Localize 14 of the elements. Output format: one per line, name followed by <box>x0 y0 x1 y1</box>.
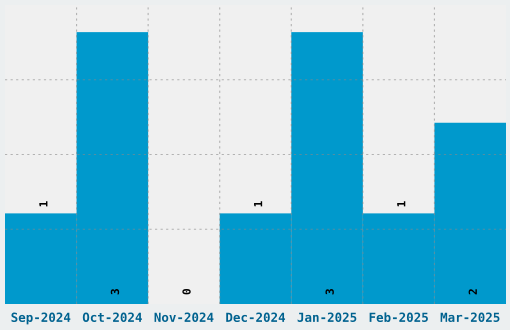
x-tick-label: Mar-2025 <box>440 312 500 322</box>
data-label: 2 <box>468 289 477 294</box>
x-tick-label: Jan-2025 <box>298 312 356 322</box>
x-tick-label: Sep-2024 <box>11 312 70 324</box>
data-label: 1 <box>254 201 262 206</box>
data-label: 1 <box>39 201 48 206</box>
data-label: 0 <box>182 289 191 294</box>
x-tick-label: Nov-2024 <box>154 312 214 322</box>
data-label: 1 <box>397 201 406 206</box>
x-tick-label: Dec-2024 <box>226 312 286 322</box>
data-label: 3 <box>110 289 120 294</box>
x-tick-label: Oct-2024 <box>82 312 142 322</box>
data-label: 3 <box>325 289 334 294</box>
x-tick-label: Feb-2025 <box>370 312 428 322</box>
